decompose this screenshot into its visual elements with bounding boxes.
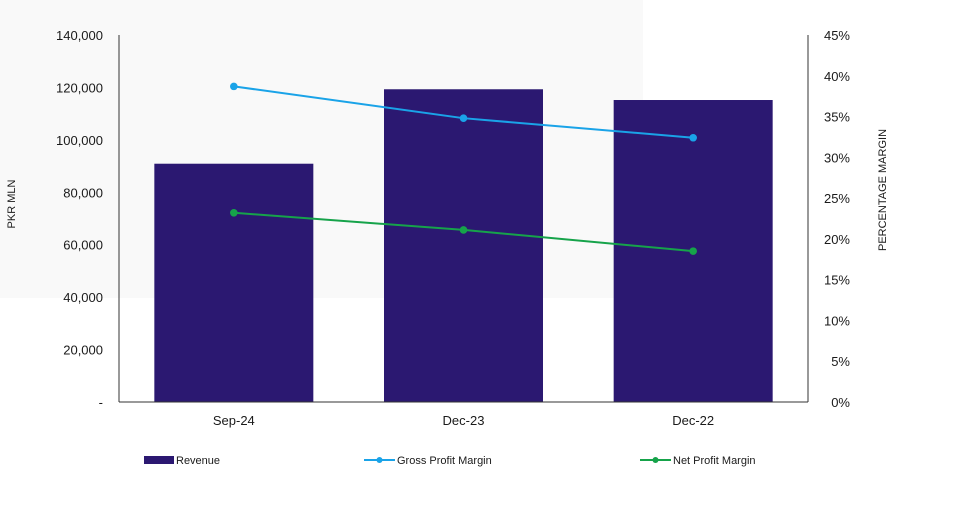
- legend-label-net-profit-margin: Net Profit Margin: [673, 455, 756, 467]
- point-gross-profit-margin-2: [689, 133, 697, 142]
- y-tick-label: 20,000: [63, 343, 103, 358]
- point-gross-profit-margin-1: [459, 114, 468, 122]
- point-net-profit-margin-2: [689, 247, 697, 255]
- x-tick-label: Sep-24: [213, 413, 255, 428]
- legend-label-gross-profit-margin: Gross Profit Margin: [397, 455, 492, 467]
- y2-tick-label: 45%: [824, 28, 850, 43]
- y2-tick-label: 10%: [824, 313, 850, 328]
- y-tick-label: 120,000: [56, 80, 103, 95]
- bars-layer: [154, 89, 773, 403]
- point-net-profit-margin-0: [230, 208, 238, 217]
- bar-revenue-0: [154, 163, 314, 402]
- legend-marker-gross-profit-margin: [376, 457, 383, 463]
- y-tick-label: 100,000: [56, 133, 103, 148]
- y2-tick-label: 40%: [824, 69, 850, 84]
- y-tick-label: -: [99, 395, 103, 410]
- y-axis-title: PKR MLN: [6, 179, 18, 228]
- lines-layer: [230, 82, 697, 255]
- y-tick-label: 80,000: [63, 185, 103, 200]
- y-tick-label: 40,000: [63, 290, 103, 305]
- legend-marker-net-profit-margin: [652, 457, 659, 463]
- bar-revenue-1: [384, 89, 543, 402]
- y2-tick-label: 30%: [824, 150, 850, 165]
- y2-tick-label: 0%: [831, 395, 850, 410]
- background-panel: [0, 0, 643, 298]
- y2-tick-label: 20%: [824, 232, 850, 247]
- y-tick-label: 140,000: [56, 28, 103, 43]
- axes-layer: - 20,000 40,000 60,000 80,000 100,000 120,000 1…: [56, 28, 850, 428]
- y2-tick-label: 25%: [824, 191, 850, 206]
- legend-swatch-revenue: [144, 456, 174, 464]
- y2-tick-label: 35%: [824, 110, 850, 125]
- point-net-profit-margin-1: [459, 226, 468, 234]
- legend-label-revenue: Revenue: [176, 455, 220, 467]
- x-tick-label: Dec-23: [443, 413, 485, 428]
- point-gross-profit-margin-0: [230, 82, 238, 91]
- y2-tick-label: 15%: [824, 273, 850, 288]
- y-tick-label: 60,000: [63, 238, 103, 253]
- y2-axis-title: PERCENTAGE MARGIN: [877, 129, 889, 251]
- legend: Revenue Gross Profit Margin Net Profit Mar…: [144, 455, 756, 467]
- y2-tick-label: 5%: [831, 354, 850, 369]
- x-tick-label: Dec-22: [672, 413, 714, 428]
